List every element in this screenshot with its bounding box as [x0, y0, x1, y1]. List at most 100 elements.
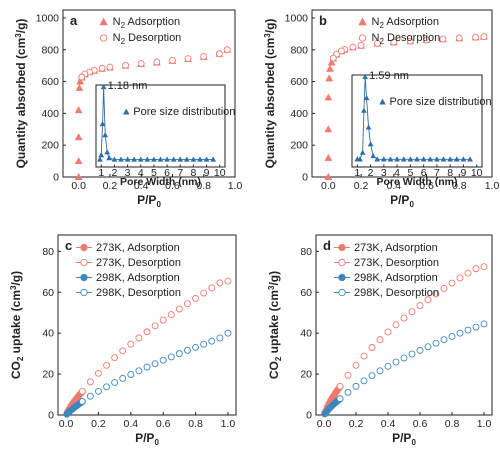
inset-x-tick-label: 8 — [447, 167, 453, 179]
series-298k-desorption — [78, 329, 232, 405]
x-axis-label-main: P/P — [137, 193, 156, 207]
y-tick-label: 800 — [41, 44, 59, 56]
data-point — [175, 305, 183, 313]
y-axis-label: CO2 uptake (cm3/g) — [9, 271, 25, 379]
data-point — [224, 329, 232, 337]
data-point — [119, 347, 127, 355]
y-tick-label: 400 — [41, 108, 59, 120]
x-tick-label: 0.0 — [59, 418, 74, 430]
inset-x-tick-label: 6 — [421, 167, 427, 179]
series-298k-desorption — [336, 320, 488, 403]
data-point — [423, 36, 430, 44]
data-point — [78, 73, 86, 81]
y-tick-label: 60 — [300, 287, 312, 299]
data-point — [448, 333, 456, 340]
data-point — [208, 284, 216, 292]
y-tick-label: 20 — [300, 369, 312, 381]
x-tick-label: 1.0 — [221, 418, 236, 430]
data-point — [200, 289, 208, 297]
y-tick-label: 60 — [42, 287, 54, 299]
data-point — [74, 133, 83, 141]
data-point — [325, 74, 334, 82]
plot-frame — [62, 9, 236, 178]
data-point — [464, 326, 472, 334]
data-point — [439, 35, 447, 43]
inset-data-point — [359, 149, 366, 155]
plot-frame — [315, 234, 493, 416]
inset-legend-marker — [122, 108, 130, 115]
y-tick-label: 80 — [42, 246, 54, 258]
data-point — [464, 269, 472, 277]
y-tick-label: 20 — [42, 369, 54, 381]
inset-data-point — [357, 156, 363, 162]
data-point — [111, 354, 119, 362]
inset-data-point — [467, 156, 473, 162]
x-tick-label: 0.0 — [317, 418, 332, 430]
data-point — [368, 344, 376, 351]
data-point — [416, 302, 424, 310]
inset-x-tick-label: 9 — [204, 167, 210, 179]
panel-letter: a — [70, 13, 78, 28]
x-tick-label: 0.8 — [188, 418, 203, 430]
data-point — [74, 106, 83, 114]
legend-label-part: N — [113, 32, 121, 44]
x-axis-label: P/P0 — [392, 431, 416, 447]
data-point — [360, 377, 368, 385]
data-point — [376, 336, 384, 343]
legend-label: N2 Desorption — [113, 32, 182, 46]
data-point — [106, 63, 114, 71]
inset-data-point — [106, 155, 113, 161]
y-axis-label-sup: 3 — [9, 285, 18, 290]
inset-peak-label: 1.18 nm — [108, 80, 148, 92]
legend-label: 273K, Desorption — [354, 257, 439, 269]
x-tick-label: 0.6 — [413, 418, 428, 430]
legend-label: 298K, Adsorption — [96, 272, 180, 284]
y-tick-label: 0 — [48, 410, 54, 422]
inset-data-point — [453, 156, 460, 162]
data-point — [184, 300, 191, 308]
data-point — [336, 395, 344, 403]
inset-legend-label: Pore size distribution — [133, 106, 235, 118]
data-point — [424, 343, 432, 351]
inset-x-axis-label: Pore Width (nm) — [377, 176, 458, 188]
data-point — [86, 392, 94, 400]
data-point — [338, 47, 345, 55]
inset-data-point — [380, 156, 387, 162]
legend-marker — [358, 34, 367, 42]
x-tick-label: 0.4 — [381, 418, 396, 430]
data-point — [400, 354, 408, 362]
x-axis-label-sub: 0 — [409, 200, 414, 209]
data-point — [75, 83, 84, 91]
x-axis-label: P/P0 — [135, 431, 159, 447]
inset-data-point — [414, 156, 420, 162]
inset-data-point — [367, 141, 374, 147]
y-axis-label-part: /g) — [263, 19, 277, 34]
data-point — [127, 371, 135, 378]
inset-data-point — [164, 156, 170, 162]
panel-b: 0.0 0.2 0.4 0.6 0.8 1.002004006008001000P/P0Q… — [263, 9, 499, 209]
data-point — [135, 334, 143, 342]
series-273k-desorption — [336, 263, 488, 390]
x-axis-label: P/P0 — [137, 193, 161, 209]
inset-data-point — [197, 156, 203, 162]
inset-x-tick-label: 4 — [138, 167, 144, 179]
data-point — [153, 58, 161, 66]
data-point — [472, 33, 480, 41]
inset-x-tick-label: 10 — [214, 167, 226, 179]
data-point — [95, 369, 102, 377]
legend-label: 298K, Desorption — [96, 287, 181, 299]
data-point — [368, 372, 376, 380]
data-point — [167, 353, 175, 361]
x-tick-label: 0.2 — [349, 418, 364, 430]
series-273k-desorption — [78, 277, 232, 395]
inset-data-point — [131, 156, 138, 162]
data-point — [384, 328, 392, 336]
legend-label: 298K, Adsorption — [354, 272, 438, 284]
inset-data-point — [420, 156, 427, 162]
data-point — [352, 382, 360, 390]
y-axis-label-sup: 3 — [14, 33, 23, 38]
data-point — [400, 314, 408, 322]
data-point — [384, 362, 392, 370]
inset-x-tick-label: 3 — [125, 167, 131, 179]
data-point — [215, 50, 223, 58]
